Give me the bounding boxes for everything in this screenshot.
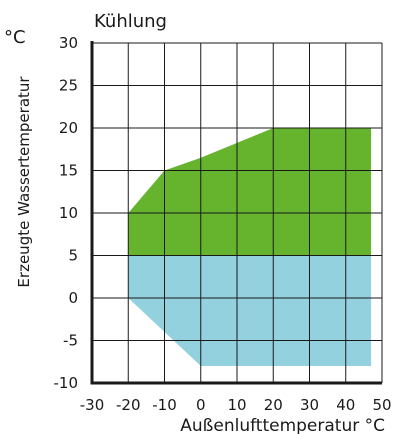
region-1 (128, 255, 372, 366)
y-tick-label: -10 (54, 374, 79, 392)
x-tick-label: 20 (264, 396, 283, 414)
x-axis-label: Außenlufttemperatur °C (180, 416, 385, 434)
x-tick-label: 30 (300, 396, 319, 414)
x-tick-label: 40 (336, 396, 355, 414)
x-tick-label: -30 (80, 396, 105, 414)
tick-labels: -10 -5 0 5 10 15 20 25 30 -30 -20 -10 0 10 20 30 40 50 (54, 34, 392, 414)
x-tick-label: -10 (152, 396, 177, 414)
regions (128, 128, 372, 366)
grid (92, 42, 383, 383)
chart-title: Kühlung (94, 11, 167, 32)
axes (90, 41, 382, 385)
y-tick-label: 30 (59, 34, 78, 52)
y-unit-label: °C (4, 27, 26, 48)
y-tick-label: 25 (59, 77, 78, 95)
region-0 (128, 128, 372, 256)
y-tick-label: 20 (59, 119, 78, 137)
y-tick-label: 15 (59, 162, 78, 180)
x-tick-label: -20 (116, 396, 141, 414)
x-tick-label: 50 (372, 396, 391, 414)
y-tick-label: 5 (68, 247, 78, 265)
y-tick-label: 10 (59, 204, 78, 222)
x-tick-label: 0 (196, 396, 206, 414)
y-tick-label: 0 (68, 289, 78, 307)
y-tick-label: -5 (63, 332, 78, 350)
x-tick-label: 10 (227, 396, 246, 414)
y-axis-label: Erzeugte Wassertemperatur (15, 76, 33, 288)
